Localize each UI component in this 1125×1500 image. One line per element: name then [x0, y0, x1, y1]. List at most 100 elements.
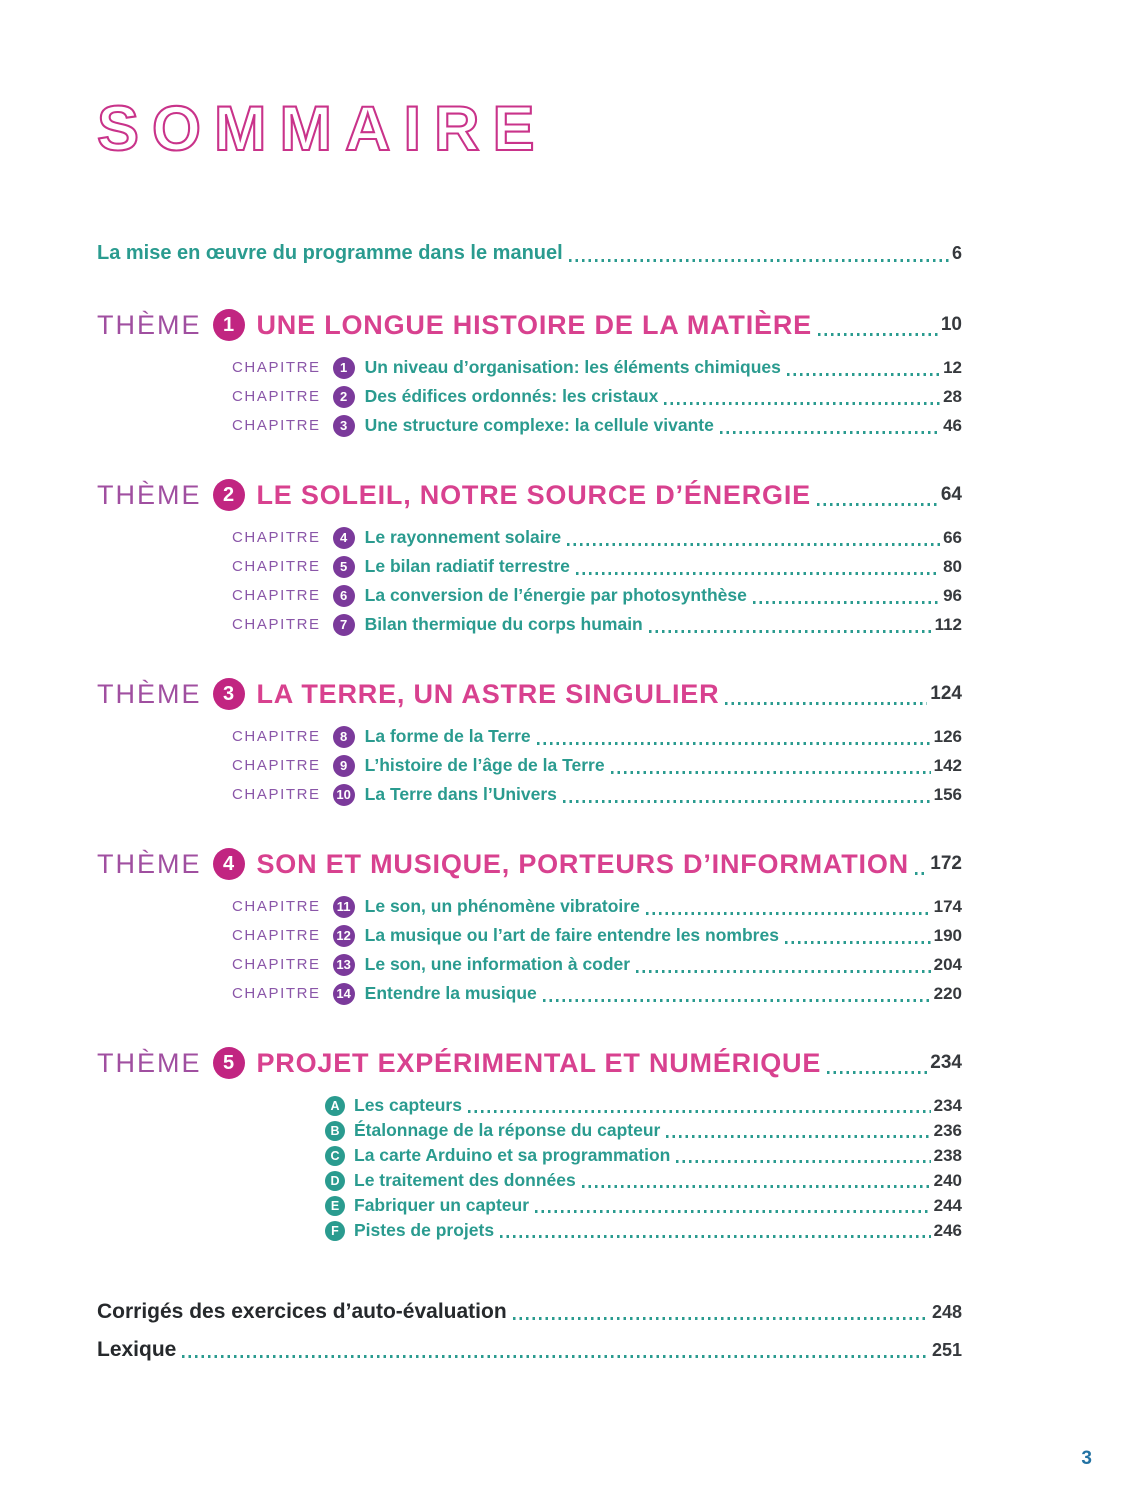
- toc-entry-intro[interactable]: La mise en œuvre du programme dans le ma…: [97, 236, 962, 270]
- footer-entry-page: 248: [931, 1301, 962, 1322]
- theme-label: THÈME: [97, 309, 202, 340]
- chapter-page: 66: [943, 527, 962, 547]
- theme-number: 3: [222, 682, 235, 705]
- section-page: 236: [933, 1120, 962, 1140]
- toc-chapter-14[interactable]: CHAPITRE 14 Entendre la musique 220: [232, 979, 962, 1008]
- toc-theme-2[interactable]: THÈME 2 LE SOLEIL, NOTRE SOURCE D’ÉNERGI…: [97, 472, 962, 518]
- dotted-leader: [676, 1160, 931, 1164]
- section-letter: E: [330, 1198, 340, 1213]
- toc-chapter-10[interactable]: CHAPITRE 10 La Terre dans l’Univers 156: [232, 780, 962, 809]
- chapitre-label: CHAPITRE: [232, 898, 321, 916]
- theme-page: 10: [940, 314, 962, 336]
- chapter-number: 5: [340, 559, 348, 575]
- toc-section-b[interactable]: B Étalonnage de la réponse du capteur 23…: [325, 1118, 962, 1143]
- section-letter-badge: E: [325, 1195, 345, 1216]
- chapter-number-badge: 8: [332, 725, 355, 748]
- chapter-list: CHAPITRE 11 Le son, un phénomène vibrato…: [97, 892, 962, 1008]
- footer-entry-page: 251: [931, 1339, 962, 1360]
- toc-section-e[interactable]: E Fabriquer un capteur 244: [325, 1193, 962, 1218]
- toc-chapter-8[interactable]: CHAPITRE 8 La forme de la Terre 126: [232, 722, 962, 751]
- toc-section-c[interactable]: C La carte Arduino et sa programmation 2…: [325, 1143, 962, 1168]
- chapter-page: 156: [933, 784, 962, 804]
- section-letter: F: [331, 1223, 339, 1238]
- theme-label: THÈME: [97, 848, 202, 879]
- chapter-number-badge: 13: [332, 953, 355, 976]
- dotted-leader: [535, 1210, 931, 1214]
- chapter-page: 96: [943, 585, 962, 605]
- theme-number: 5: [222, 1051, 235, 1074]
- chapter-number: 7: [340, 617, 348, 633]
- chapter-title: Un niveau d’organisation: les éléments c…: [364, 357, 781, 378]
- chapter-number-badge: 7: [332, 613, 355, 636]
- toc-chapter-2[interactable]: CHAPITRE 2 Des édifices ordonnés: les cr…: [232, 382, 962, 411]
- chapitre-label: CHAPITRE: [232, 558, 321, 576]
- dotted-leader: [752, 601, 941, 605]
- toc-section-a[interactable]: A Les capteurs 234: [325, 1093, 962, 1118]
- toc-chapter-7[interactable]: CHAPITRE 7 Bilan thermique du corps huma…: [232, 610, 962, 639]
- toc-chapter-13[interactable]: CHAPITRE 13 Le son, une information à co…: [232, 950, 962, 979]
- dotted-leader: [725, 702, 928, 706]
- toc-chapter-5[interactable]: CHAPITRE 5 Le bilan radiatif terrestre 8…: [232, 552, 962, 581]
- chapter-list: CHAPITRE 1 Un niveau d’organisation: les…: [97, 353, 962, 440]
- footer-entry-label: Corrigés des exercices d’auto-évaluation: [97, 1300, 507, 1324]
- chapter-number-badge: 6: [332, 584, 355, 607]
- chapter-list: CHAPITRE 8 La forme de la Terre 126 CHAP…: [97, 722, 962, 809]
- dotted-leader: [575, 572, 941, 576]
- chapter-title: L’histoire de l’âge de la Terre: [364, 755, 605, 776]
- dotted-leader: [914, 872, 928, 876]
- chapter-page: 46: [943, 415, 962, 435]
- theme-label: THÈME: [97, 678, 202, 709]
- dotted-leader: [636, 970, 931, 974]
- theme-page: 124: [930, 683, 962, 705]
- section-letter-badge: B: [325, 1120, 345, 1141]
- section-title: Le traitement des données: [354, 1170, 576, 1191]
- chapter-number-badge: 14: [332, 982, 355, 1005]
- dotted-leader: [581, 1185, 931, 1189]
- chapter-page: 112: [934, 614, 962, 634]
- theme-number-badge: 5: [212, 1047, 245, 1080]
- chapitre-label: CHAPITRE: [232, 388, 321, 406]
- theme-number-badge: 4: [212, 848, 245, 881]
- chapter-number: 1: [340, 360, 348, 376]
- section-title: Pistes de projets: [354, 1220, 495, 1241]
- section-page: 240: [933, 1170, 962, 1190]
- theme-number-badge: 2: [212, 479, 245, 512]
- toc-chapter-6[interactable]: CHAPITRE 6 La conversion de l’énergie pa…: [232, 581, 962, 610]
- section-title: Les capteurs: [354, 1095, 462, 1116]
- toc-theme-5[interactable]: THÈME 5 PROJET EXPÉRIMENTAL ET NUMÉRIQUE…: [97, 1040, 962, 1086]
- dotted-leader: [536, 742, 931, 746]
- chapter-page: 220: [933, 983, 962, 1003]
- toc-chapter-11[interactable]: CHAPITRE 11 Le son, un phénomène vibrato…: [232, 892, 962, 921]
- toc-chapter-3[interactable]: CHAPITRE 3 Une structure complexe: la ce…: [232, 411, 962, 440]
- chapitre-label: CHAPITRE: [232, 956, 321, 974]
- toc-entry-lexique[interactable]: Lexique 251: [97, 1333, 962, 1367]
- toc-chapter-4[interactable]: CHAPITRE 4 Le rayonnement solaire 66: [232, 523, 962, 552]
- dotted-leader: [562, 800, 931, 804]
- toc-section-f[interactable]: F Pistes de projets 246: [325, 1218, 962, 1243]
- section-title: Étalonnage de la réponse du capteur: [354, 1120, 661, 1141]
- chapitre-label: CHAPITRE: [232, 927, 321, 945]
- toc-theme-4[interactable]: THÈME 4 SON ET MUSIQUE, PORTEURS D’INFOR…: [97, 841, 962, 887]
- section-letter: D: [330, 1173, 340, 1188]
- theme-label: THÈME: [97, 479, 202, 510]
- chapter-number: 9: [340, 758, 348, 774]
- chapter-page: 142: [933, 755, 962, 775]
- chapter-number-badge: 5: [332, 555, 355, 578]
- toc-chapter-9[interactable]: CHAPITRE 9 L’histoire de l’âge de la Ter…: [232, 751, 962, 780]
- dotted-leader: [719, 431, 941, 435]
- chapter-number-badge: 12: [332, 924, 355, 947]
- toc-theme-3[interactable]: THÈME 3 LA TERRE, UN ASTRE SINGULIER 124: [97, 671, 962, 717]
- theme-title: SON ET MUSIQUE, PORTEURS D’INFORMATION: [256, 848, 909, 879]
- section-page: 246: [933, 1220, 962, 1240]
- toc-chapter-1[interactable]: CHAPITRE 1 Un niveau d’organisation: les…: [232, 353, 962, 382]
- theme-block-4: THÈME 4 SON ET MUSIQUE, PORTEURS D’INFOR…: [97, 841, 962, 1008]
- dotted-leader: [500, 1235, 931, 1239]
- toc-chapter-12[interactable]: CHAPITRE 12 La musique ou l’art de faire…: [232, 921, 962, 950]
- chapter-number: 14: [336, 986, 351, 1002]
- toc-section-d[interactable]: D Le traitement des données 240: [325, 1168, 962, 1193]
- toc-theme-1[interactable]: THÈME 1 UNE LONGUE HISTOIRE DE LA MATIÈR…: [97, 302, 962, 348]
- toc-entry-corriges[interactable]: Corrigés des exercices d’auto-évaluation…: [97, 1295, 962, 1329]
- chapter-title: Le rayonnement solaire: [364, 527, 562, 548]
- chapter-title: La conversion de l’énergie par photosynt…: [364, 585, 747, 606]
- chapitre-label: CHAPITRE: [232, 786, 321, 804]
